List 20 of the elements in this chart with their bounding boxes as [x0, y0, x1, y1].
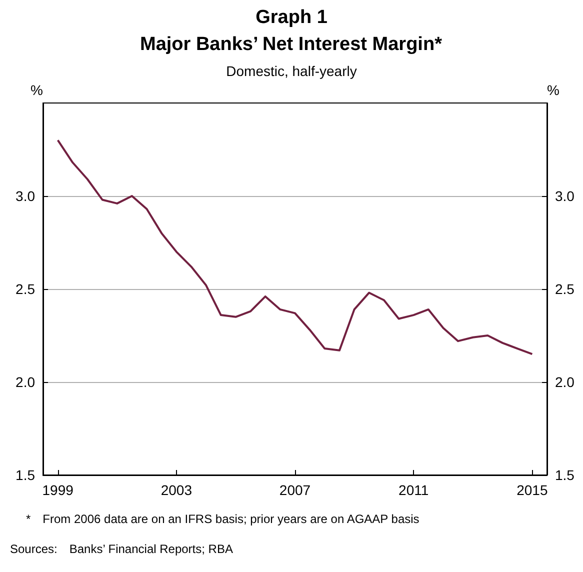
- x-tick-label: 2007: [279, 482, 311, 498]
- y-tick-label: 1.5: [16, 467, 36, 483]
- x-tick-label: 2003: [160, 482, 192, 498]
- y-tick-label: 3.0: [16, 188, 36, 204]
- y2-tick-label: 2.0: [555, 374, 575, 390]
- chart-title: Graph 1 Major Banks’ Net Interest Margin*: [140, 7, 443, 55]
- y-axis-title: %: [30, 82, 43, 98]
- chart-subtitle: Domestic, half-yearly: [226, 63, 357, 79]
- y2-tick-label: 3.0: [555, 188, 575, 204]
- y-tick-label: 2.0: [16, 374, 36, 390]
- x-tick-label: 2011: [398, 482, 429, 498]
- source-note: Sources: Banks’ Financial Reports; RBA: [10, 542, 233, 556]
- y2-axis-title: %: [547, 82, 560, 98]
- y2-tick-label: 1.5: [555, 467, 575, 483]
- x-tick-label: 1999: [42, 482, 74, 498]
- y2-tick-label: 2.5: [555, 281, 575, 297]
- y-tick-label: 2.5: [16, 281, 36, 297]
- line-series: [56, 139, 534, 356]
- text: * From 2006 data are on an IFRS basis; prior years are on AGAAP basis: [26, 512, 420, 526]
- x-tick-label: 2015: [516, 482, 548, 498]
